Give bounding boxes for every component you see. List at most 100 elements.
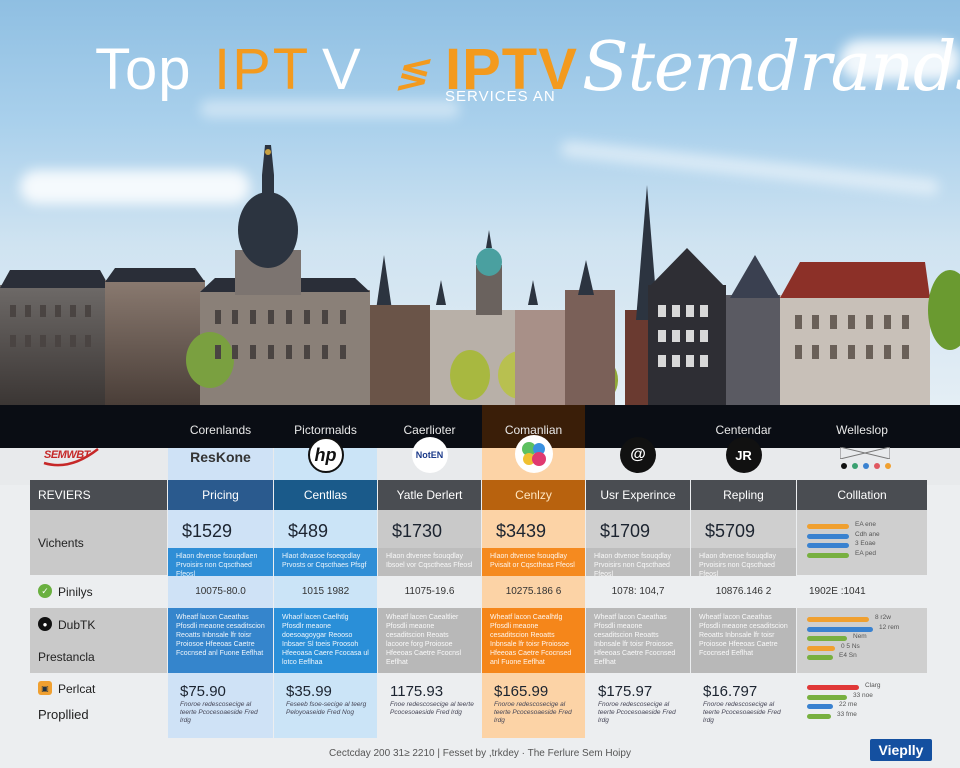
reviewers-header: REVIERS <box>30 480 167 510</box>
logo-band <box>0 448 960 485</box>
header-band <box>0 405 960 448</box>
column-title: Caerlioter <box>403 423 456 437</box>
column-header-cenlzy: Cenlzy <box>482 480 585 510</box>
plan-price: $165.99 <box>494 683 549 700</box>
bar-pill: 33 noe <box>807 692 873 700</box>
column-title: Comanlian <box>504 423 563 437</box>
price-description: Hlaot dtvasoe fsoeqcdlay Prvosts or Cqsc… <box>274 548 377 576</box>
bar-pill: EA ene <box>807 521 876 529</box>
row-3-label: Prestancla <box>38 650 95 664</box>
plan-description: Feseeb fsoe-secige al teerg Peloyoaseide… <box>286 701 367 716</box>
feature-block: Wheatf lacon Caeathas Pfosdli meaone ces… <box>586 608 690 673</box>
jr-logo-icon: JR <box>725 437 762 473</box>
title-iptv-2: IPTV <box>445 37 578 102</box>
price-value: $489 <box>288 521 329 541</box>
plan-description: Fnoroe redescosecige al teerte Pcocesoae… <box>598 701 676 724</box>
range-value: 1015 1982 <box>301 586 350 597</box>
plan-price: $75.90 <box>180 683 226 700</box>
bowtie-logo-icon <box>840 447 890 459</box>
title-separator: ≶ <box>392 51 438 95</box>
cloud <box>200 100 460 118</box>
noten-logo-icon: NotEN <box>411 437 448 473</box>
bar-pill: Cdh ane <box>807 531 880 539</box>
title-subtitle: SERVICES AN <box>445 88 556 105</box>
range-value: 10876.146 2 <box>715 586 772 597</box>
column-title: Pictormalds <box>294 423 357 437</box>
dot-icon <box>841 463 847 469</box>
row-4-icon-label: Perlcat <box>58 682 96 696</box>
column-header-user-experience: Usr Experince <box>586 480 690 510</box>
title-script: Stemdrands <box>582 28 960 107</box>
swoosh-icon <box>43 448 99 467</box>
feature-block: Whaof lacen Caelhtlg Pfosdlr meaone does… <box>274 608 377 673</box>
bar-pill: 8 r2w <box>807 614 891 622</box>
price-description: Hlaon dtvenoe fsouqdlaen Prvoisirs non C… <box>168 548 273 578</box>
pill-bar-list-3: Clarg 33 noe 22 me 33 fme <box>807 682 881 723</box>
price-value: $1730 <box>392 521 443 541</box>
feature-block: Wheatf lacon Caeathas Pfosdli meaone ces… <box>168 608 273 673</box>
column-pictormalds: Pictormalds hp Centllas $489 Hlaot dtvas… <box>274 405 377 738</box>
column-header-pricing: Pricing <box>168 480 273 510</box>
row-2-label: Pinilys <box>58 585 93 599</box>
range-value: 11075-19.6 <box>404 586 455 597</box>
colorful-logo-icon <box>514 435 553 473</box>
dot-icon <box>863 463 869 469</box>
title-v: V <box>322 37 361 102</box>
column-title: Centendar <box>715 423 772 437</box>
city-skyline-image <box>0 145 960 405</box>
row-3-cell: ● DubTK Prestancla <box>30 608 167 673</box>
price-value: $1529 <box>182 521 233 541</box>
plan-price: $35.99 <box>286 683 332 700</box>
column-header-repling: Repling <box>691 480 796 510</box>
column-centendar: Centendar JR Repling $5709 Hlaon dtvenoe… <box>691 405 796 738</box>
column-user-experience: @ Usr Experince $1709 Hlaon dtvenoe fsou… <box>586 405 690 738</box>
bar-pill: 12 rem <box>807 624 899 632</box>
price-value: $3439 <box>496 521 547 541</box>
bar-pill: 0 5 Ns <box>807 643 860 651</box>
column-header-yatle-derlert: Yatle Derlert <box>378 480 481 510</box>
dot-icon <box>885 463 891 469</box>
row-3-icon-label: DubTK <box>58 618 96 632</box>
fd-logo-icon <box>521 442 546 466</box>
brand-logo: SEMWBT <box>40 445 100 467</box>
plan-description: Fnoroe redescosecige al teerte Pcocesoae… <box>180 701 258 724</box>
price-description: Hlaon dtvenoe fsouqdlay Prvoisirs non Cq… <box>586 548 690 578</box>
hp-logo-icon: hp <box>307 437 344 473</box>
cta-button[interactable]: Vieplly <box>870 739 932 761</box>
column-comanlian: Comanlian Cenlzy $3439 Hlaon dtvenoe fso… <box>482 405 585 738</box>
column-caerlioter: Caerlioter NotEN Yatle Derlert $1730 Hla… <box>378 405 481 738</box>
price-value: $5709 <box>705 521 756 541</box>
bar-pill: EA ped <box>807 550 876 558</box>
column-title: Welleslop <box>836 423 888 437</box>
bar-pill: E4 Sn <box>807 652 857 660</box>
cloud <box>840 40 960 80</box>
hero-banner: Top IPT V ≶ IPTV SERVICES AN Stemdrands <box>0 0 960 405</box>
bar-pill: 3 Eoae <box>807 540 876 548</box>
cloud <box>20 170 250 204</box>
row-4-label: Propllied <box>38 707 89 722</box>
row-1-cell: Vichents <box>30 510 167 575</box>
range-value: 10075-80.0 <box>195 586 246 597</box>
comparison-table: SEMWBT REVIERS Vichents ✓ Pinilys ● DubT… <box>0 405 960 768</box>
column-welleslop: Welleslop Colllation EA ene Cdh ane 3 Eo… <box>797 405 927 738</box>
range-value: 1078: 104,7 <box>611 586 665 597</box>
row-2-cell: ✓ Pinilys <box>30 575 167 608</box>
column-corenlands: Corenlands ResKone Pricing $1529 Hlaon d… <box>168 405 273 738</box>
color-dots <box>841 463 891 469</box>
price-description: Hlaon dtvenoe fsouqdlay Prvoisirs non Cq… <box>691 548 796 578</box>
plan-price: 1175.93 <box>390 683 444 700</box>
plan-description: Fnoe redescosecige al teerte Pcocesoaesi… <box>390 701 474 716</box>
pill-bar-list-2: 8 r2w 12 rem Nem 0 5 Ns E4 Sn <box>807 614 899 665</box>
range-value: 1902E :1041 <box>809 586 866 597</box>
feature-block: Wheatf lacen Caealtlier Pfosdli meaone c… <box>378 608 481 673</box>
perlcat-logo-icon: ▣ <box>38 681 52 695</box>
column-title: Corenlands <box>189 423 252 437</box>
bar-pill: Clarg <box>807 682 881 690</box>
range-value: 10275.186 6 <box>505 586 562 597</box>
plan-price: $16.797 <box>703 683 758 700</box>
column-header-centllas: Centllas <box>274 480 377 510</box>
row-1-label: Vichents <box>38 536 84 550</box>
bar-pill: 22 me <box>807 701 857 709</box>
price-description: Hlaon dtvenoe fsouqdlay Pvisalt or Cqsct… <box>482 548 585 576</box>
page-title: Top IPT V ≶ IPTV SERVICES AN Stemdrands <box>0 28 960 108</box>
